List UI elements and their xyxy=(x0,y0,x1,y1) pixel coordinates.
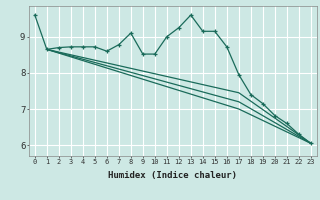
X-axis label: Humidex (Indice chaleur): Humidex (Indice chaleur) xyxy=(108,171,237,180)
